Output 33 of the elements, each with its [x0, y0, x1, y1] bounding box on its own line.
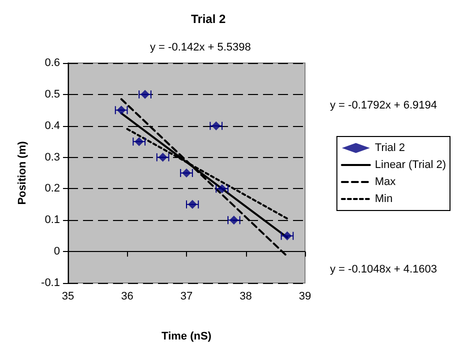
- y-tick-label: 0.6: [44, 57, 60, 69]
- text: y = -0.1792x + 6.9194: [330, 100, 438, 112]
- y-tick-label: 0.1: [44, 214, 60, 226]
- y-tick-label: 0.3: [44, 151, 60, 164]
- x-tick-label: 35: [62, 290, 74, 302]
- text: y = -0.142x + 5.5398: [150, 42, 251, 54]
- point: [140, 90, 150, 99]
- y-tick-label: 0: [54, 246, 60, 258]
- point: [218, 184, 227, 194]
- legend-label: Max: [374, 176, 396, 188]
- y-tick-label: 0.4: [44, 120, 60, 132]
- chart-title: Trial 2: [191, 12, 226, 26]
- x-axis-title: Time (nS): [162, 330, 212, 342]
- legend-label: Min: [374, 193, 393, 205]
- point: [282, 231, 292, 240]
- y-tick-label: -0.1: [41, 277, 60, 289]
- x-tick-label: 36: [121, 290, 134, 302]
- y-tick-label: 0.2: [44, 182, 60, 195]
- y-tick-label: 0.5: [44, 88, 60, 100]
- point: [188, 200, 197, 209]
- y-axis-title: Position (m): [16, 140, 28, 205]
- x-tick-label: 37: [180, 290, 193, 302]
- text: y = -0.1048x + 4.1603: [330, 264, 438, 276]
- x-tick-label: 38: [240, 290, 252, 302]
- point: [116, 106, 126, 115]
- point: [212, 121, 221, 130]
- legend-label: Trial 2: [374, 142, 406, 154]
- point: [134, 137, 144, 146]
- point: [158, 152, 168, 162]
- x-tick-label: 39: [298, 290, 312, 302]
- point: [182, 168, 191, 178]
- legend-label: Linear (Trial 2): [374, 159, 446, 171]
- point: [229, 216, 238, 225]
